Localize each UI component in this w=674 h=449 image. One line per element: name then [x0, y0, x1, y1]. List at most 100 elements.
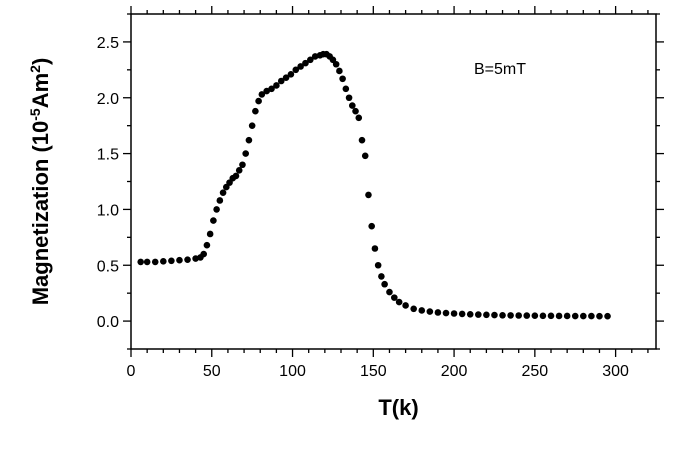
data-point	[332, 60, 340, 68]
data-point	[466, 310, 474, 318]
data-point	[345, 94, 353, 102]
data-points	[137, 50, 611, 320]
data-point	[239, 161, 246, 169]
y-tick-label: 0.0	[97, 314, 119, 331]
y-tick-label: 1.5	[97, 147, 119, 164]
x-tick-label: 250	[521, 363, 548, 380]
data-point	[475, 311, 482, 318]
data-point	[213, 206, 220, 213]
axis-ticks: 0 50 100 150 200 250 300 0.0 0.5 1.0 1.5 2.0 2.5	[97, 6, 664, 380]
data-point	[151, 258, 159, 266]
data-point	[507, 312, 514, 319]
data-point	[588, 312, 595, 320]
data-point	[219, 189, 227, 196]
data-point	[580, 312, 587, 320]
data-point	[391, 294, 398, 301]
x-tick-label: 0	[127, 363, 136, 380]
data-point	[410, 305, 417, 313]
data-point	[176, 256, 183, 264]
data-point	[491, 311, 498, 319]
data-point	[434, 309, 442, 316]
data-point	[458, 310, 466, 318]
data-point	[349, 102, 356, 109]
data-point	[596, 312, 603, 320]
data-point	[248, 122, 256, 129]
data-point	[515, 312, 522, 319]
y-tick-label: 0.5	[97, 258, 119, 275]
data-point	[381, 280, 388, 288]
data-point	[143, 258, 151, 266]
data-point	[365, 191, 372, 199]
data-point	[571, 312, 579, 320]
data-point	[539, 312, 547, 320]
y-tick-label: 2.5	[97, 35, 119, 52]
data-point	[499, 311, 506, 319]
data-point	[297, 63, 304, 70]
data-point	[268, 85, 275, 93]
data-point	[368, 222, 375, 230]
data-point	[386, 288, 393, 296]
data-point	[483, 311, 490, 319]
data-point	[374, 261, 382, 269]
data-point	[184, 256, 191, 263]
data-point	[395, 298, 403, 306]
data-point	[168, 257, 175, 265]
data-point	[523, 312, 531, 319]
data-point	[242, 150, 249, 157]
data-point	[355, 114, 363, 122]
data-point	[210, 217, 217, 224]
data-point	[426, 308, 434, 315]
y-axis-title-unit: Am	[28, 73, 53, 108]
data-point	[292, 66, 300, 74]
x-tick-label: 100	[279, 363, 306, 380]
data-point	[402, 302, 409, 309]
data-point	[302, 59, 309, 67]
y-axis-title: Magnetization (10-5Am2)	[27, 58, 53, 306]
data-point	[252, 107, 259, 115]
data-point	[339, 75, 346, 83]
data-point	[232, 172, 240, 180]
x-tick-label: 200	[441, 363, 468, 380]
data-point	[160, 258, 167, 265]
data-point	[450, 310, 458, 317]
y-tick-label: 2.0	[97, 91, 119, 108]
data-point	[282, 74, 290, 81]
data-point	[216, 197, 224, 204]
data-point	[203, 241, 211, 249]
data-point	[273, 82, 280, 89]
data-point	[361, 152, 369, 160]
data-point	[245, 136, 253, 144]
y-axis-title-sup1: -5	[27, 108, 43, 121]
data-point	[604, 312, 611, 320]
data-point	[563, 312, 571, 320]
y-axis-title-main: Magnetization (10	[28, 121, 53, 306]
y-tick-label: 1.0	[97, 202, 119, 219]
y-axis-title-end: )	[28, 58, 53, 65]
data-point	[442, 309, 450, 317]
data-point	[378, 273, 385, 280]
data-point	[547, 312, 555, 320]
data-point	[255, 97, 262, 105]
x-tick-label: 150	[360, 363, 387, 380]
data-point	[352, 107, 359, 115]
field-annotation: B=5mT	[474, 61, 526, 78]
data-point	[137, 258, 144, 266]
data-point	[555, 312, 563, 320]
data-point	[371, 245, 379, 252]
y-axis-title-sup2: 2	[27, 65, 43, 73]
data-point	[307, 56, 314, 64]
data-point	[200, 250, 207, 258]
x-tick-label: 300	[602, 363, 629, 380]
data-point	[342, 85, 350, 93]
data-point	[336, 67, 343, 75]
data-point	[206, 230, 214, 238]
data-point	[277, 77, 285, 85]
data-point	[358, 136, 366, 144]
x-tick-label: 50	[203, 363, 221, 380]
x-axis-title: T(k)	[378, 395, 418, 420]
data-point	[235, 167, 243, 174]
data-point	[287, 71, 295, 78]
data-point	[531, 312, 539, 320]
data-point	[418, 307, 426, 314]
